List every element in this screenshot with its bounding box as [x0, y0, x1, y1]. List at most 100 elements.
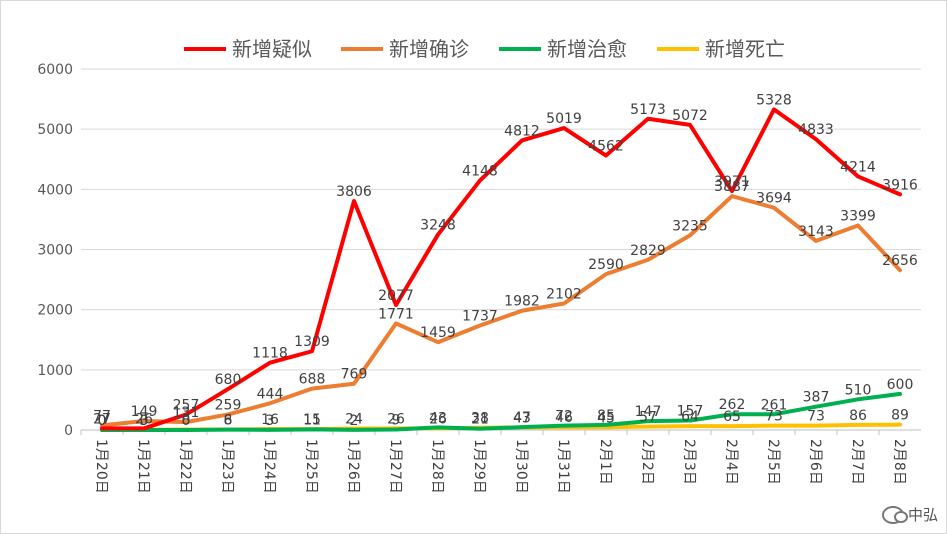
y-tick-label: 3000 — [37, 243, 73, 259]
data-label: 2102 — [546, 287, 582, 303]
data-label: 2656 — [882, 253, 918, 269]
data-label: 9 — [392, 412, 401, 428]
data-label: 3694 — [756, 191, 792, 207]
data-label: 4214 — [840, 159, 876, 175]
data-label: 86 — [849, 408, 867, 424]
data-label: 46 — [555, 410, 573, 426]
x-tick-label: 2月3日 — [681, 439, 697, 485]
legend-label: 新增死亡 — [705, 37, 785, 61]
data-label: 24 — [345, 412, 363, 428]
data-label: 16 — [261, 412, 279, 428]
data-label: 45 — [597, 410, 615, 426]
data-label: 73 — [765, 409, 783, 425]
x-tick-label: 1月28日 — [429, 439, 445, 494]
data-label: 2590 — [588, 257, 624, 273]
data-label: 680 — [215, 372, 242, 388]
data-label: 131 — [173, 405, 200, 421]
data-label: 64 — [681, 409, 699, 425]
legend-label: 新增疑似 — [232, 37, 312, 61]
data-label: 1118 — [252, 346, 288, 362]
data-label: 3887 — [714, 179, 750, 195]
data-label: 8 — [182, 413, 191, 429]
data-label: 688 — [299, 372, 326, 388]
x-tick-label: 1月31日 — [555, 439, 571, 494]
x-tick-label: 2月7日 — [849, 439, 865, 485]
data-label: 5328 — [756, 92, 792, 108]
data-label: 510 — [845, 382, 872, 398]
data-label: 1459 — [420, 325, 456, 341]
data-label: 11 — [303, 412, 321, 428]
x-tick-label: 1月24日 — [261, 439, 277, 494]
data-label: 85 — [597, 408, 615, 424]
data-label: 3248 — [420, 218, 456, 234]
data-label: 3235 — [672, 218, 708, 234]
data-label: 4148 — [462, 163, 498, 179]
x-tick-label: 2月8日 — [891, 439, 907, 485]
data-label: 2829 — [630, 243, 666, 259]
data-label: 73 — [807, 409, 825, 425]
data-label: 26 — [135, 411, 153, 427]
x-tick-label: 1月20日 — [93, 439, 109, 494]
data-label: 6 — [224, 413, 233, 429]
x-tick-label: 1月25日 — [303, 439, 319, 494]
data-labels: 27 26257680111813093806207732484148481250… — [93, 92, 918, 429]
data-label: 0 — [140, 413, 149, 429]
data-label: 21 — [471, 412, 489, 428]
data-label: 147 — [635, 404, 662, 420]
data-label: 0 — [98, 413, 107, 429]
data-label: 2077 — [378, 288, 414, 304]
data-label: 3806 — [336, 184, 372, 200]
data-label: 3 — [266, 413, 275, 429]
data-label: 47 — [513, 410, 531, 426]
data-label: 3 — [140, 413, 149, 429]
data-label: 77 — [93, 408, 111, 424]
x-tick-label: 1月27日 — [387, 439, 403, 494]
data-label: 0 — [98, 413, 107, 429]
x-tick-label: 2月1日 — [597, 439, 613, 485]
x-tick-label: 1月26日 — [345, 439, 361, 494]
x-tick-label: 1月29日 — [471, 439, 487, 494]
data-label: 262 — [719, 397, 746, 413]
data-label: 257 — [173, 398, 200, 414]
y-tick-label: 2000 — [37, 303, 73, 319]
data-label: 1771 — [378, 306, 414, 322]
series-line-0 — [100, 107, 902, 431]
x-tick-label: 1月21日 — [135, 439, 151, 494]
y-tick-label: 1000 — [37, 363, 73, 379]
series-line-1 — [100, 194, 902, 428]
data-label: 149 — [131, 404, 158, 420]
data-label: 15 — [303, 412, 321, 428]
data-label: 0 — [182, 413, 191, 429]
data-label: 38 — [471, 411, 489, 427]
data-label: 26 — [387, 411, 405, 427]
data-label: 43 — [429, 410, 447, 426]
data-label: 3399 — [840, 208, 876, 224]
data-label: 89 — [891, 408, 909, 424]
data-label: 1982 — [504, 294, 540, 310]
data-label: 3143 — [798, 224, 834, 240]
data-label: 157 — [677, 404, 704, 420]
y-axis: 0 1000 2000 3000 4000 5000 6000 — [37, 62, 73, 439]
x-tick-label: 1月23日 — [219, 439, 235, 494]
data-label: 5019 — [546, 111, 582, 127]
data-label: 4812 — [504, 123, 540, 139]
y-tick-label: 0 — [64, 423, 73, 439]
series-line-2 — [100, 391, 902, 432]
x-tick-label: 2月5日 — [765, 439, 781, 485]
data-label: 1737 — [462, 308, 498, 324]
y-tick-label: 5000 — [37, 122, 73, 138]
data-label: 259 — [215, 397, 242, 413]
y-tick-label: 4000 — [37, 182, 73, 198]
data-label: 5173 — [630, 102, 666, 118]
x-tick-label: 2月4日 — [723, 439, 739, 485]
data-label: 387 — [803, 390, 830, 406]
wechat-icon — [881, 505, 908, 524]
legend: 新增疑似 新增确诊 新增治愈 新增死亡 — [184, 37, 785, 61]
watermark: 中弘 — [881, 504, 938, 525]
data-label: 3971 — [714, 174, 750, 190]
x-tick-label: 1月30日 — [513, 439, 529, 494]
series-lines — [100, 107, 902, 432]
data-label: 600 — [887, 377, 914, 393]
